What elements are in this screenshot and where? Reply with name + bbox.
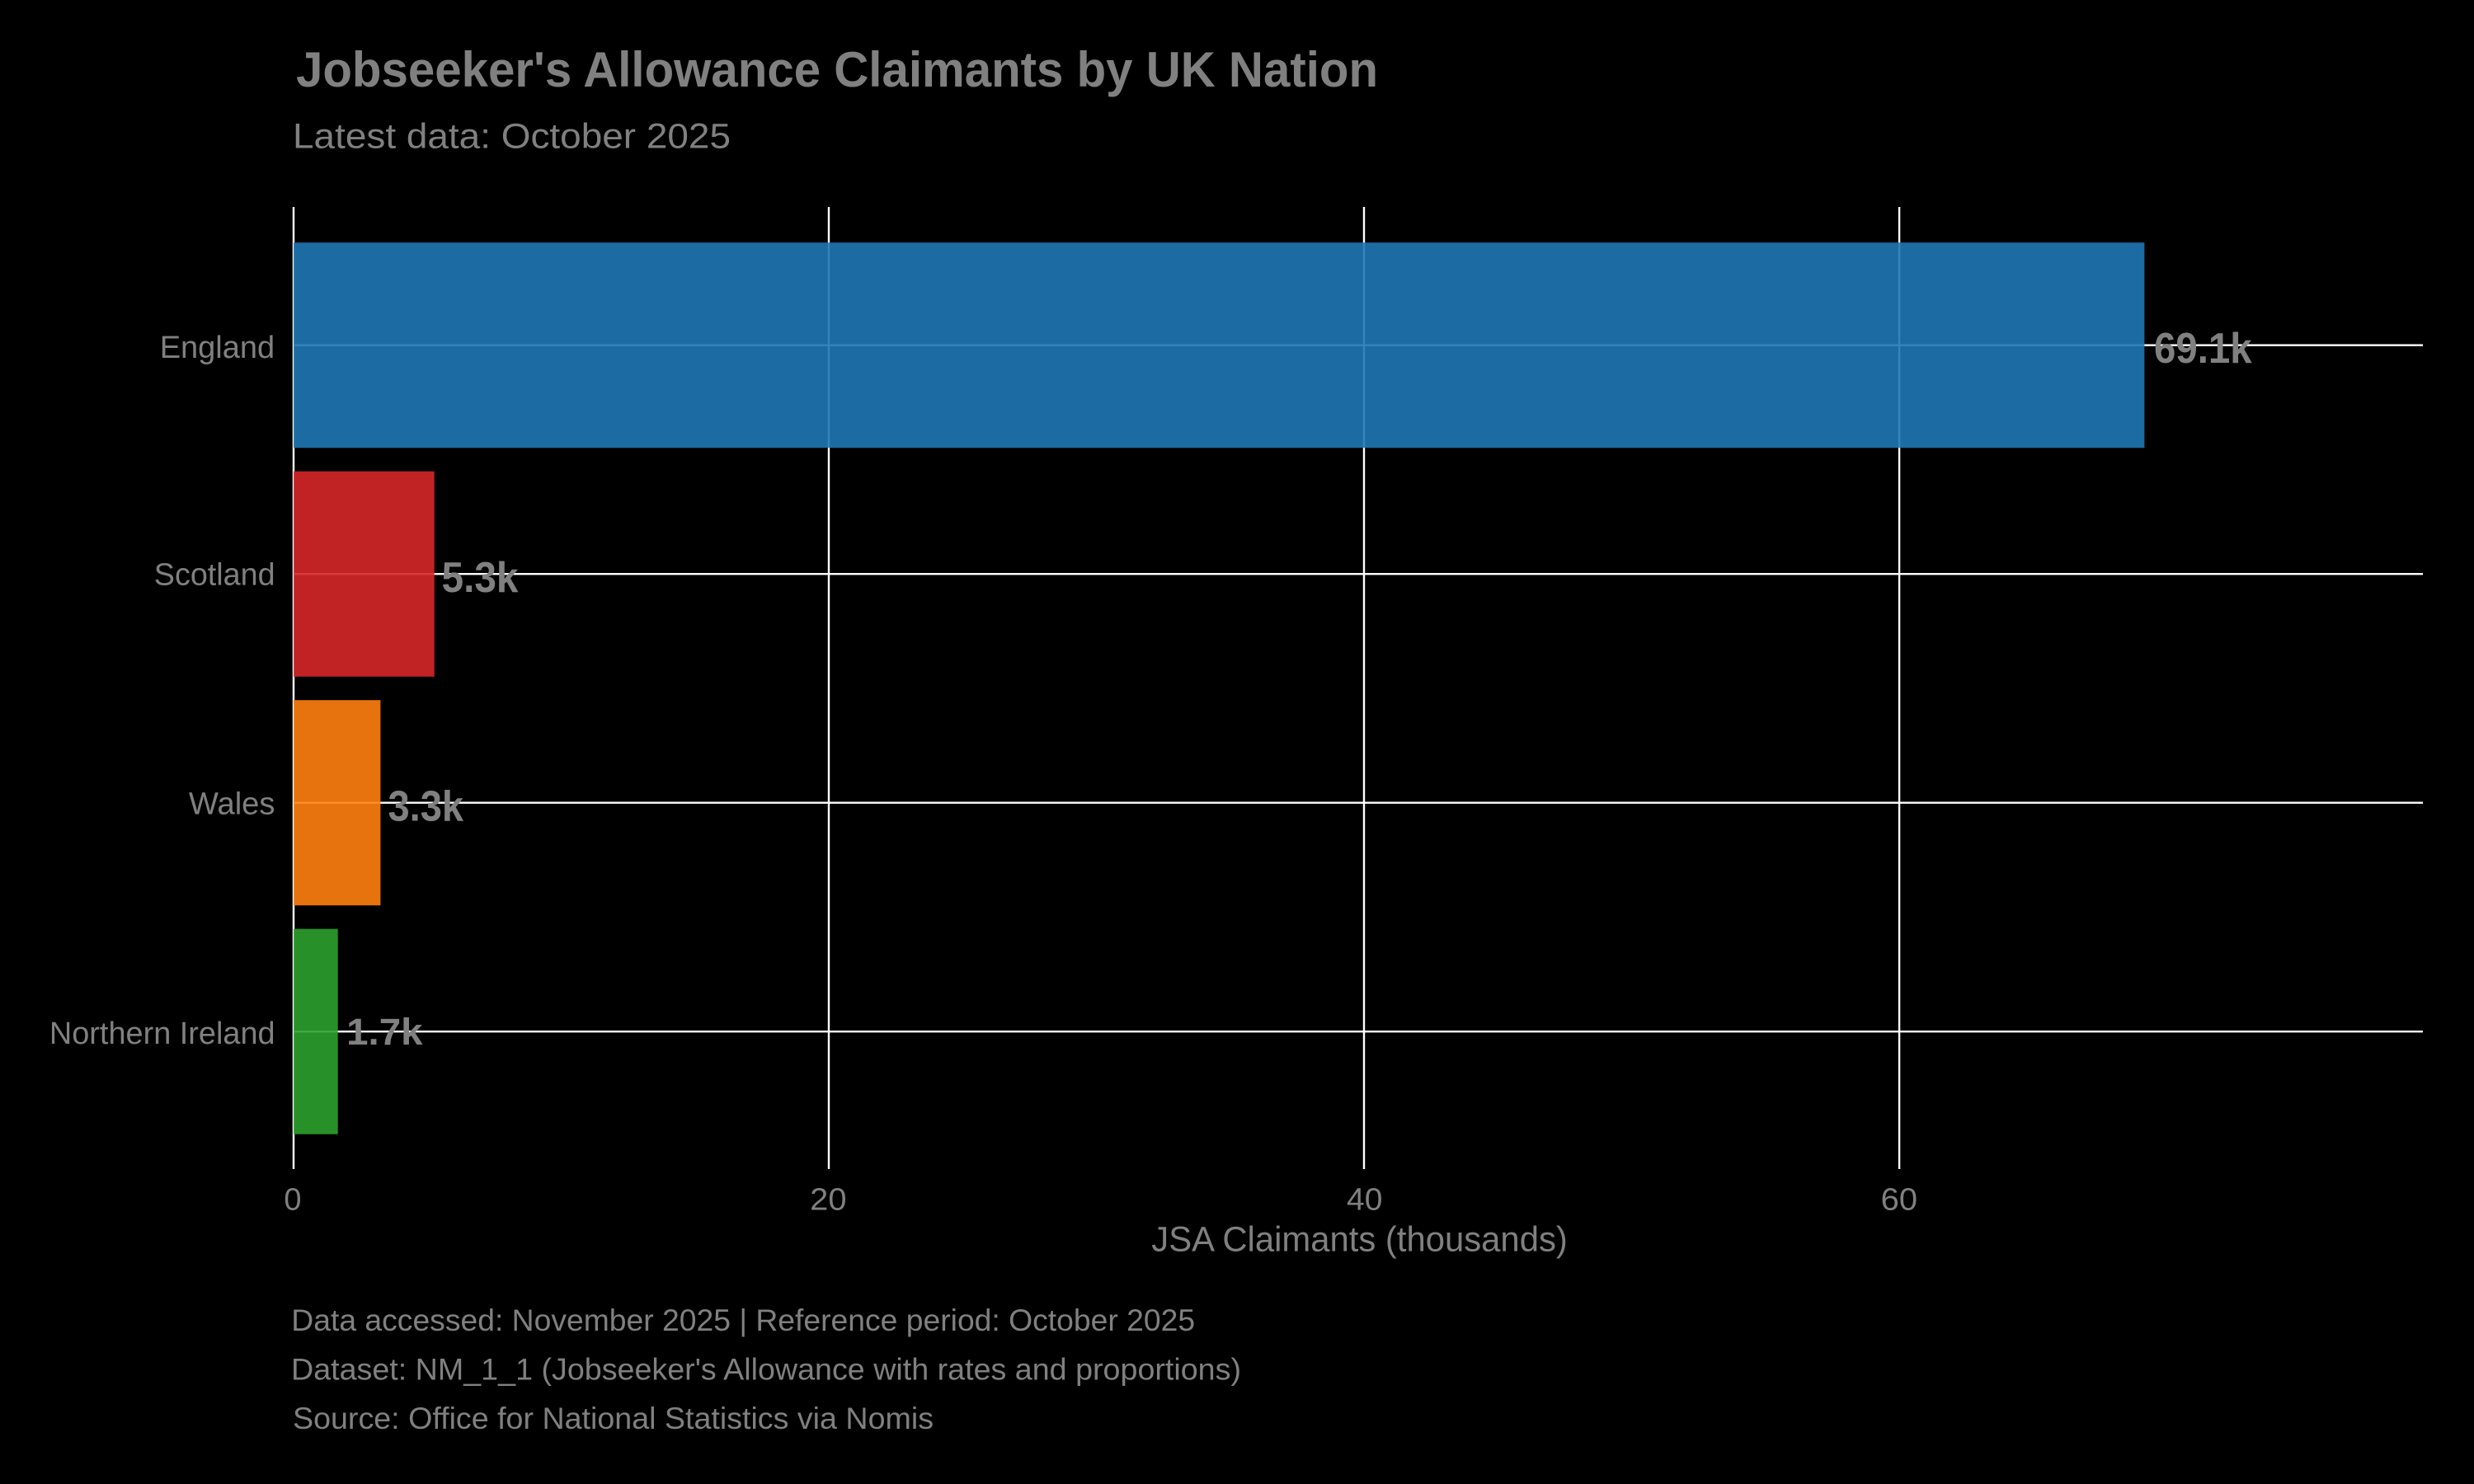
svg-text:Northern Ireland: Northern Ireland — [49, 1017, 275, 1051]
svg-text:Dataset: NM_1_1 (Jobseeker's A: Dataset: NM_1_1 (Jobseeker's Allowance w… — [291, 1353, 1241, 1387]
svg-text:Source: Office for National St: Source: Office for National Statistics v… — [293, 1402, 934, 1435]
svg-text:Jobseeker's Allowance Claimant: Jobseeker's Allowance Claimants by UK Na… — [296, 42, 1378, 97]
svg-text:69.1k: 69.1k — [2154, 325, 2252, 373]
svg-text:JSA Claimants (thousands): JSA Claimants (thousands) — [1151, 1220, 1568, 1260]
svg-text:England: England — [160, 331, 275, 365]
svg-text:0: 0 — [284, 1183, 301, 1218]
svg-text:Latest data: October 2025: Latest data: October 2025 — [293, 117, 731, 157]
svg-text:Wales: Wales — [189, 787, 275, 822]
svg-text:20: 20 — [810, 1183, 846, 1218]
svg-text:5.3k: 5.3k — [442, 554, 519, 602]
svg-text:Data accessed: November 2025 |: Data accessed: November 2025 | Reference… — [291, 1303, 1195, 1337]
svg-text:3.3k: 3.3k — [388, 782, 464, 830]
svg-text:40: 40 — [1347, 1183, 1382, 1218]
svg-text:60: 60 — [1881, 1183, 1917, 1218]
svg-text:1.7k: 1.7k — [346, 1011, 424, 1053]
svg-text:Scotland: Scotland — [154, 558, 275, 593]
